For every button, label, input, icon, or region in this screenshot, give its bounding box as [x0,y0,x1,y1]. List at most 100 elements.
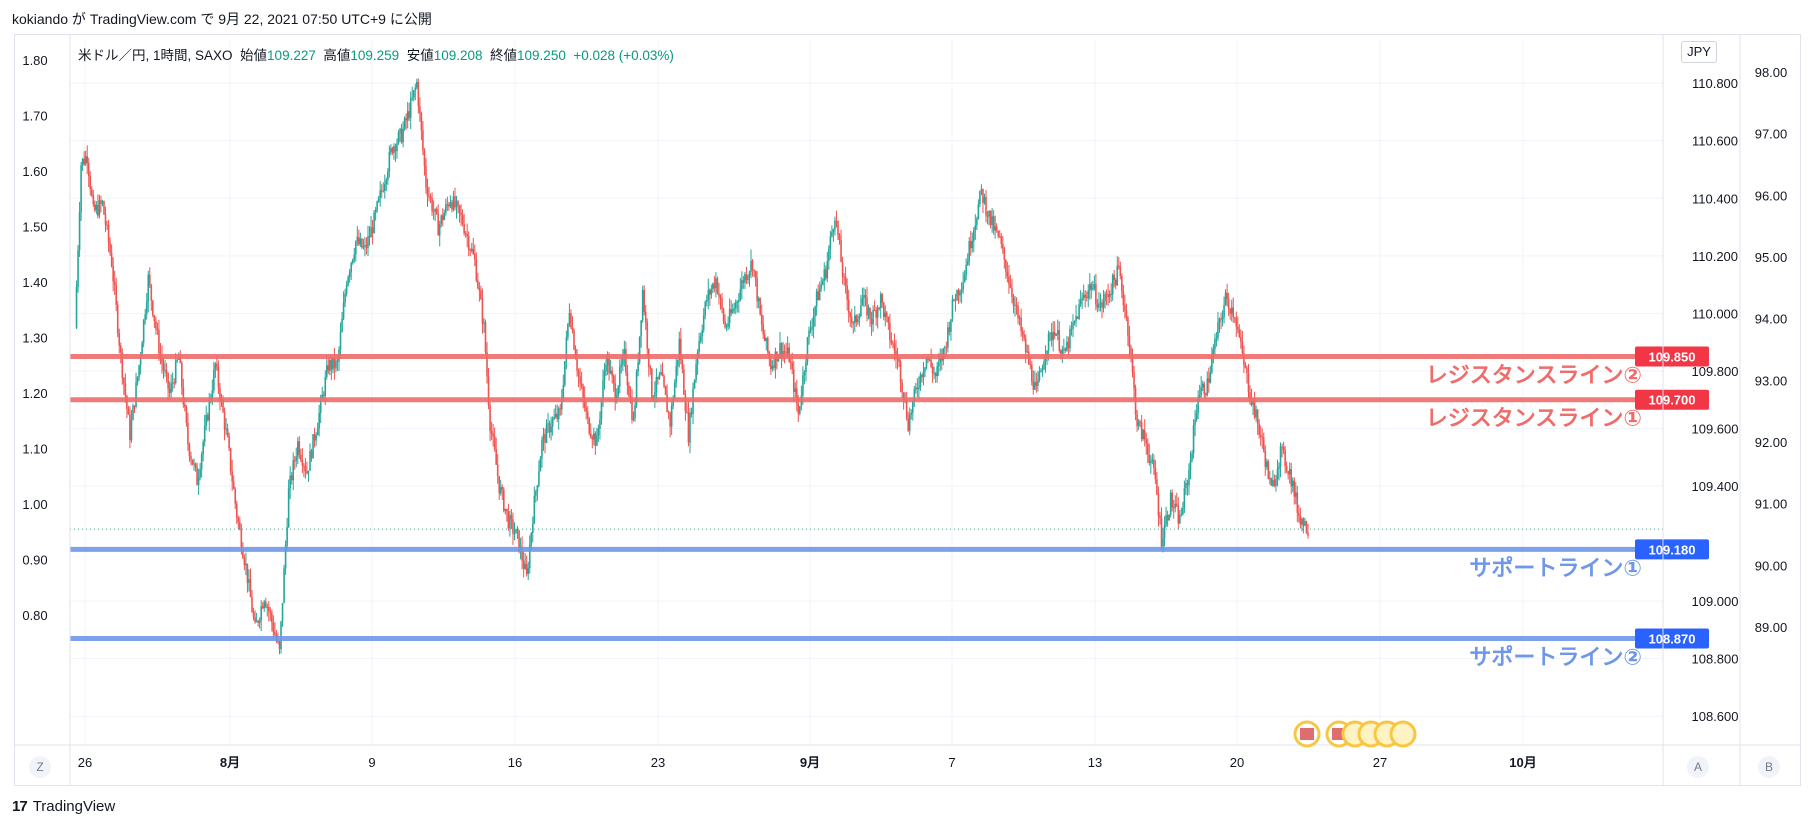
chart-frame[interactable]: 109.850 レジスタンスライン② 109.700 レジスタンスライン① 109.18… [14,34,1801,786]
candle-body [872,310,874,325]
candle-body [893,343,896,351]
candle-body [716,278,719,294]
candle-body [945,347,948,349]
price-tick-label: 110.800 [1692,76,1738,91]
candle-body [1121,276,1123,292]
symbol-label: 米ドル／円, 1時間, SAXO [78,48,233,63]
candle-body [391,148,394,153]
price-chart[interactable]: 109.850 レジスタンスライン② 109.700 レジスタンスライン① 109.18… [15,35,1800,785]
candle-body [557,408,560,419]
candle-body [419,106,421,114]
currency-button[interactable]: JPY [1681,41,1717,63]
candle-body [1026,351,1029,353]
candle-body [1290,469,1293,487]
candle-body [847,299,850,313]
candle-body [367,236,369,248]
candle-body [1198,395,1201,398]
candle-body [271,612,273,623]
candle-body [1059,350,1062,354]
candle-body [342,302,345,319]
candle-body [928,359,931,361]
candle-body [1104,293,1106,302]
candle-body [744,274,746,283]
candle-body [573,330,575,349]
candle-body [1163,524,1166,539]
candle-body [1151,459,1154,462]
auto-scale-button[interactable]: A [1687,756,1709,778]
candle-body [441,215,444,220]
candle-body [445,204,447,213]
candle-body [882,302,885,317]
time-tick-label: 9 [368,755,375,770]
candle-body [771,365,774,370]
candle-body [295,456,298,461]
candle-body [487,376,490,406]
candle-body [1148,454,1151,463]
candle-body [510,515,513,520]
candle-body [496,464,499,477]
candle-body [937,362,940,367]
candle-body [417,81,420,107]
candle-body [1087,290,1090,299]
candle-body [225,428,227,430]
candle-body [829,236,832,250]
candle-body [705,300,708,302]
candle-body [316,428,319,436]
candle-body [986,215,989,217]
candle-body [721,298,723,309]
candle-body [965,264,967,275]
candle-body [397,132,400,144]
candle-body [1099,302,1102,304]
candle-body [190,456,192,460]
candle-body [815,291,818,307]
candle-body [866,297,868,316]
left-tick-label: 1.70 [22,109,47,124]
tradingview-logo[interactable]: 17 TradingView [12,798,115,815]
candle-body [1095,284,1097,305]
candle-body [1073,320,1076,323]
candle-body [87,162,90,177]
candle-body [440,215,443,224]
axis-left-button[interactable]: Z [29,756,51,778]
candle-body [1024,338,1027,353]
support-label: サポートライン① [1469,555,1642,581]
candle-body [948,327,951,332]
candle-body [602,380,604,400]
candle-body [239,522,241,530]
log-scale-button[interactable]: B [1758,756,1780,778]
candle-body [377,197,380,202]
candle-body [1069,329,1071,349]
resistance-label: レジスタンスライン② [1426,364,1642,389]
candle-body [234,488,237,504]
candle-body [194,463,197,468]
candle-body [643,290,645,312]
candle-body [208,399,211,421]
price-tick-label: 109.400 [1692,479,1739,494]
candle-body [1130,347,1132,357]
candle-body [1105,293,1108,295]
candle-body [412,90,415,98]
candle-body [638,336,641,363]
candle-body [414,87,417,91]
candle-body [1237,326,1239,330]
candle-body [435,208,438,214]
candle-body [718,293,720,297]
candle-body [911,401,914,413]
candle-body [197,477,200,486]
candle-body [1288,469,1291,475]
candle-body [437,213,439,236]
candle-body [841,261,844,277]
candle-body [950,319,952,332]
candle-body [260,606,262,621]
candle-body [826,260,829,279]
candle-body [1278,466,1280,470]
candle-body [1146,443,1149,455]
candle-body [522,560,525,569]
candle-body [565,337,568,362]
candle-body [257,621,259,623]
candle-body [1294,492,1297,497]
candle-body [446,204,449,206]
candle-body [867,307,870,316]
candle-body [795,388,798,404]
candle-body [550,426,552,433]
